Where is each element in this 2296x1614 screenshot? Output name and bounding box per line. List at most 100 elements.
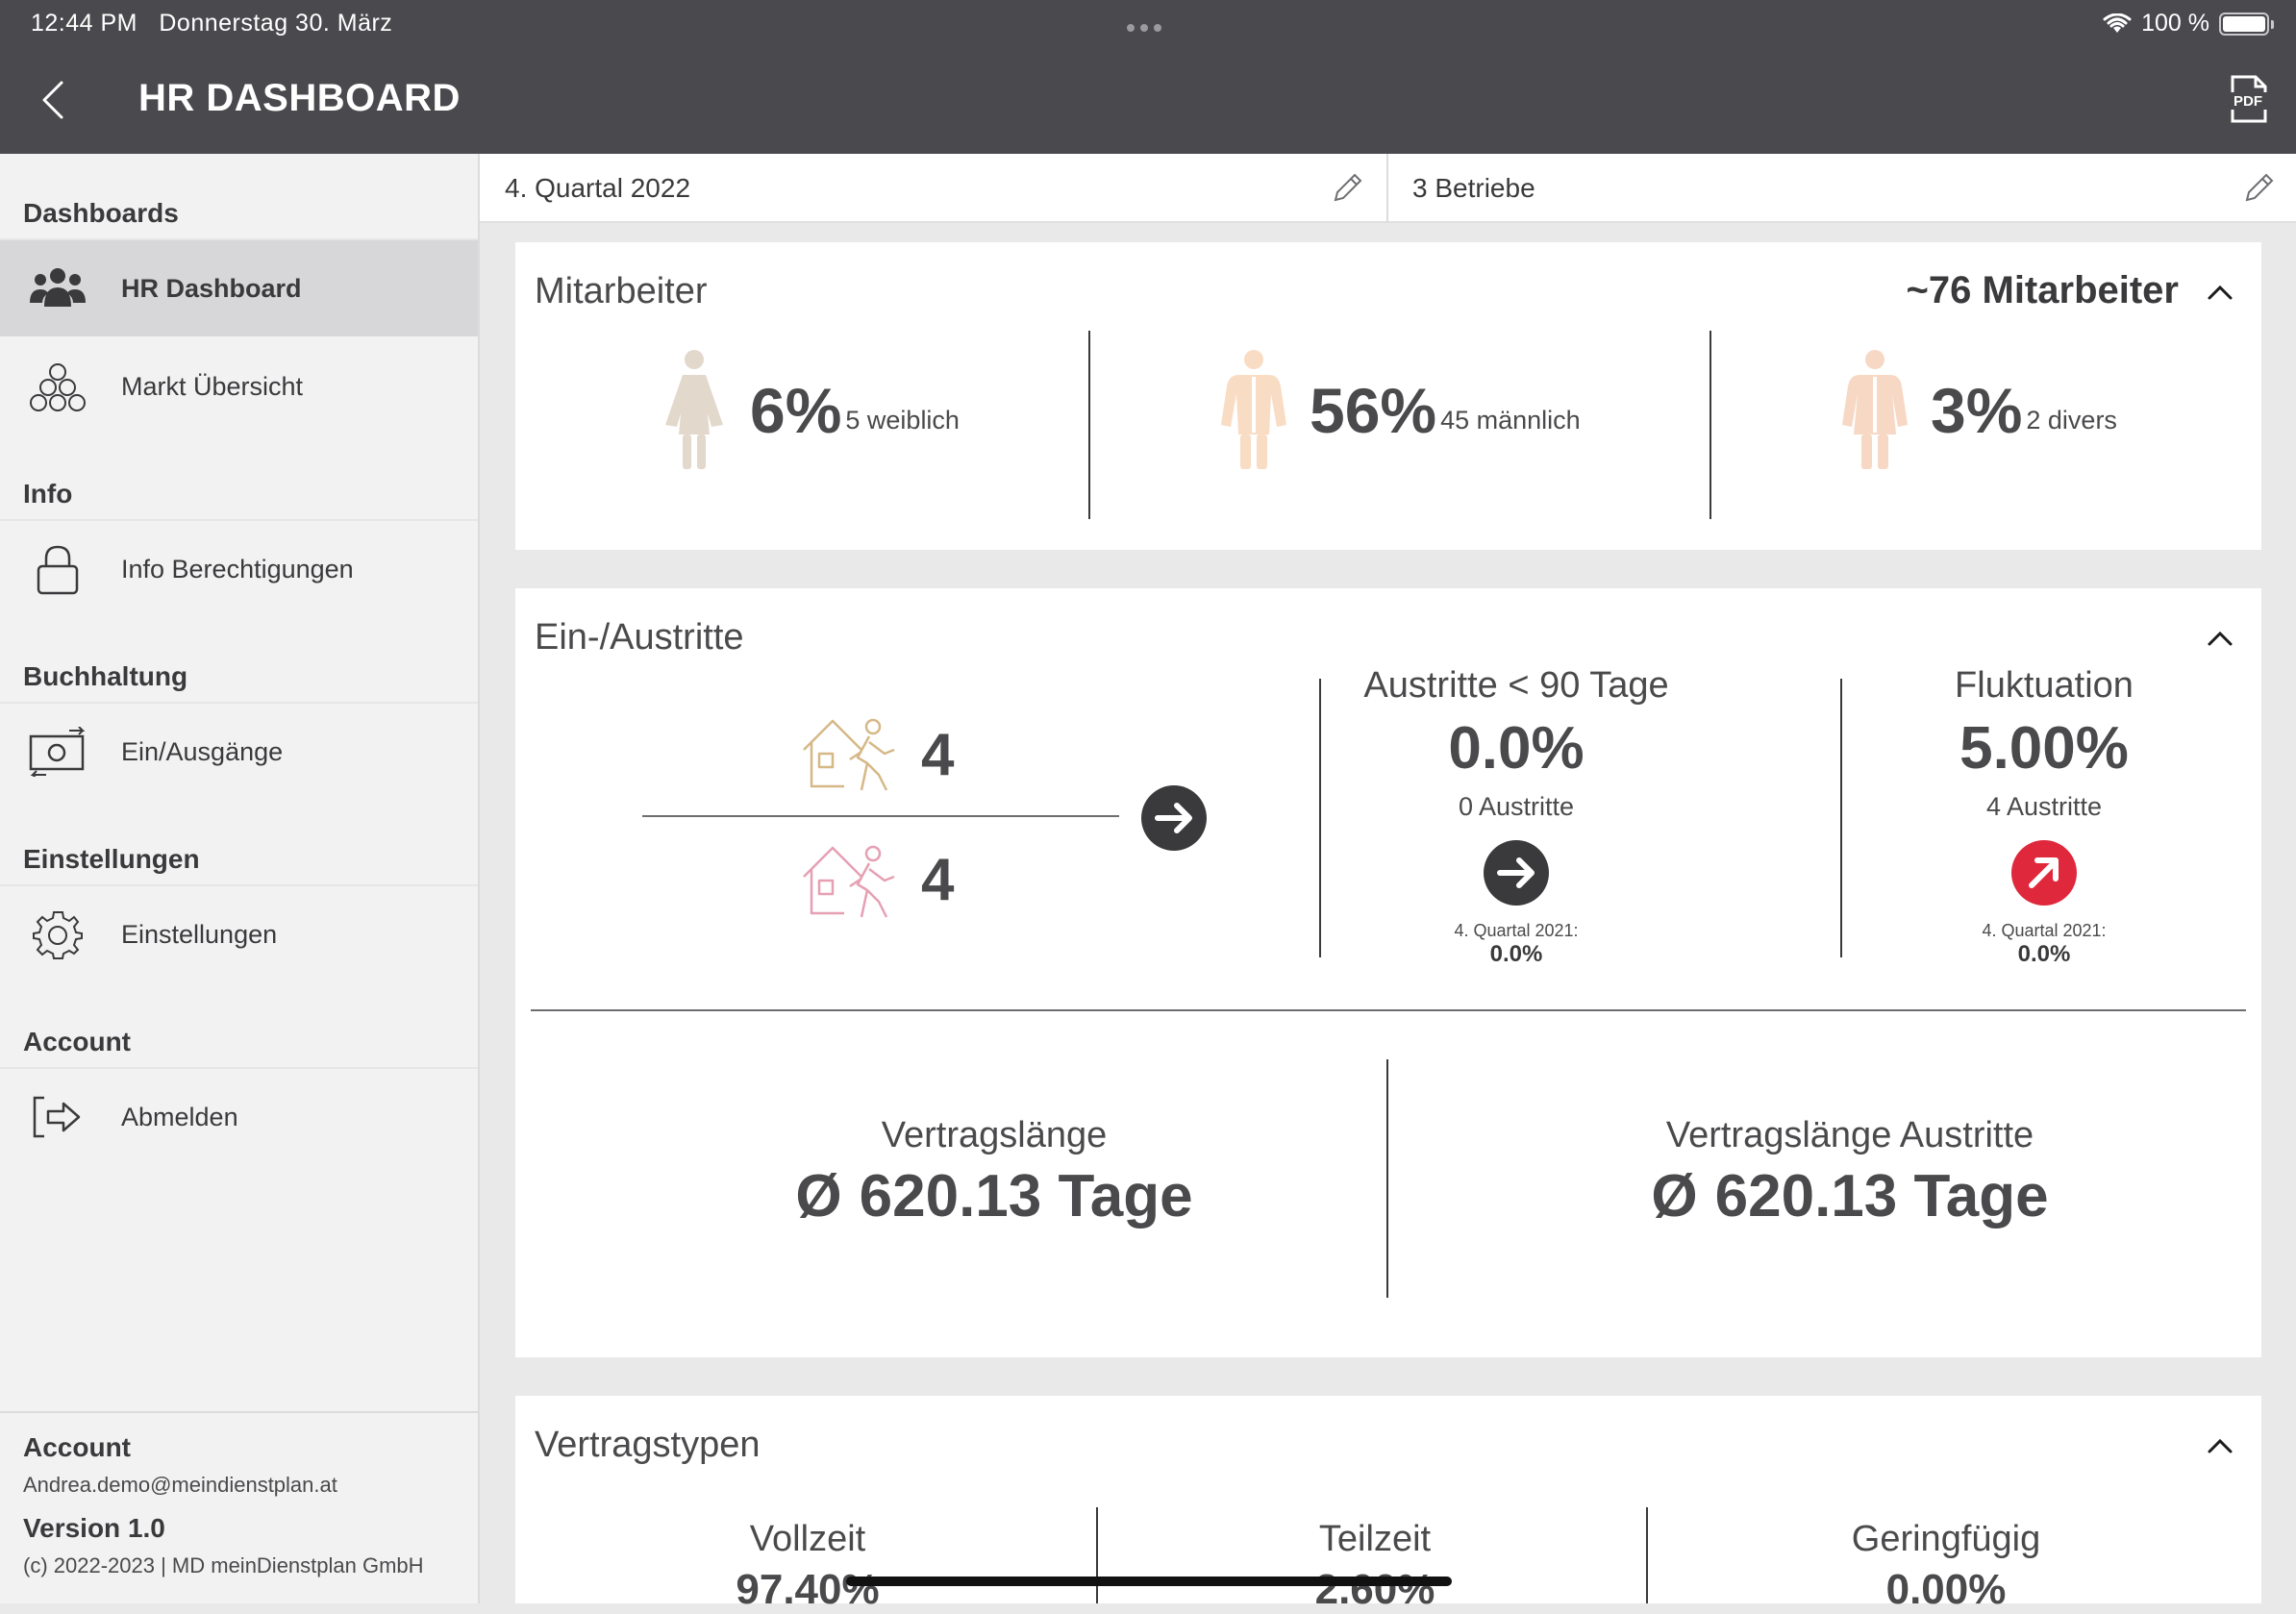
male-icon [1221, 350, 1286, 469]
fluktuation-sub: 4 Austritte [1985, 792, 2103, 821]
diverse-percentage: 3% [1931, 375, 2023, 446]
edit-period-pencil-icon[interactable] [1330, 171, 1364, 206]
average-symbol: Ø [1651, 1163, 1698, 1229]
diverse-icon [1842, 350, 1908, 469]
male-count: 45 männlich [1440, 405, 1581, 435]
entries-count: 4 [921, 722, 955, 788]
sidebar-item-label: Info Berechtigungen [121, 554, 354, 584]
austritte-90-label: Austritte < 90 Tage [1363, 665, 1669, 706]
average-symbol: Ø [795, 1163, 842, 1229]
sidebar-item-info-berechtigungen[interactable]: Info Berechtigungen [0, 521, 478, 617]
teilzeit-value: 2.60% [1314, 1566, 1435, 1613]
sidebar-item-abmelden[interactable]: Abmelden [0, 1069, 478, 1165]
multitasking-dots[interactable] [1127, 19, 1169, 32]
austritte-90-sub: 0 Austritte [1458, 792, 1575, 821]
arrow-up-right-circle-icon [2011, 840, 2077, 906]
vollzeit-label: Vollzeit [749, 1519, 866, 1559]
edit-companies-pencil-icon[interactable] [2241, 171, 2276, 206]
sidebar-footer: Account Andrea.demo@meindienstplan.at Ve… [0, 1411, 478, 1603]
arrow-right-circle-icon [1484, 840, 1549, 906]
people-icon [27, 258, 88, 319]
back-chevron-icon[interactable] [35, 77, 73, 123]
teilzeit-metric: Teilzeit 2.60% [1098, 1519, 1652, 1614]
filter-bar: 4. Quartal 2022 3 Betriebe [480, 154, 2296, 223]
vertragslaenge-austritte-value: 620.13 Tage [1714, 1163, 2049, 1229]
status-indicators: 100 % [2103, 10, 2274, 37]
svg-text:PDF: PDF [2234, 93, 2262, 110]
fluktuation-prev-value: 0.0% [2017, 941, 2071, 967]
mitarbeiter-total: ~76 Mitarbeiter [1906, 269, 2179, 311]
sidebar-section-buchhaltung: Buchhaltung [23, 661, 188, 691]
battery-icon [2219, 12, 2274, 36]
fluktuation-value: 5.00% [1959, 715, 2129, 782]
sidebar-section-account: Account [23, 1027, 131, 1056]
vollzeit-value: 97.40% [736, 1566, 880, 1613]
teilzeit-label: Teilzeit [1318, 1519, 1432, 1559]
wifi-icon [2103, 12, 2132, 33]
austritte-90-tage-metric: Austritte < 90 Tage 0.0% 0 Austritte 4. … [1338, 665, 1694, 968]
austritte-90-prev-label: 4. Quartal 2021: [1454, 921, 1579, 940]
collapse-chevron-icon[interactable] [2206, 1436, 2234, 1455]
diverse-count: 2 divers [2026, 405, 2117, 435]
gender-diverse: 3% 2 divers [1836, 338, 2117, 483]
sidebar-item-ein-ausgaenge[interactable]: Ein/Ausgänge [0, 704, 478, 800]
ein-austritte-title: Ein-/Austritte [535, 617, 744, 658]
footer-email: Andrea.demo@meindienstplan.at [23, 1473, 337, 1497]
footer-version: Version 1.0 [23, 1513, 165, 1543]
arrow-right-circle-icon[interactable] [1140, 784, 1208, 852]
austritte-90-value: 0.0% [1448, 715, 1585, 782]
ein-austritte-card: Ein-/Austritte 4 4 Austritte < 90 Tage 0… [515, 588, 2261, 1357]
female-count: 5 weiblich [845, 405, 960, 435]
home-indicator[interactable] [846, 1577, 1452, 1586]
vertragslaenge-metric: Vertragslänge Ø 620.13 Tage [573, 1115, 1415, 1230]
logout-icon [27, 1086, 88, 1148]
battery-percentage: 100 % [2141, 10, 2209, 37]
sidebar-item-hr-dashboard[interactable]: HR Dashboard [0, 240, 478, 336]
mitarbeiter-card: Mitarbeiter ~76 Mitarbeiter 6% 5 weiblic… [515, 242, 2261, 550]
sidebar-item-label: Ein/Ausgänge [121, 736, 284, 766]
fluktuation-label: Fluktuation [1955, 665, 2134, 706]
vollzeit-metric: Vollzeit 97.40% [515, 1519, 1100, 1614]
period-filter[interactable]: 4. Quartal 2022 [505, 154, 1370, 223]
geringfuegig-metric: Geringfügig 0.00% [1648, 1519, 2244, 1614]
vertragslaenge-value: 620.13 Tage [859, 1163, 1193, 1229]
sidebar: Dashboards HR Dashboard Markt Übersich [0, 154, 480, 1603]
entry-house-icon [803, 718, 895, 791]
sidebar-item-label: Einstellungen [121, 919, 278, 949]
market-icon [27, 356, 88, 417]
male-percentage: 56% [1310, 375, 1437, 446]
sidebar-item-label: Abmelden [121, 1102, 238, 1131]
gear-icon [27, 904, 88, 965]
companies-filter[interactable]: 3 Betriebe [1412, 154, 2259, 223]
page-title: HR DASHBOARD [138, 77, 461, 119]
vertragslaenge-austritte-metric: Vertragslänge Austritte Ø 620.13 Tage [1429, 1115, 2271, 1230]
companies-value: 3 Betriebe [1412, 173, 1535, 203]
sidebar-item-einstellungen[interactable]: Einstellungen [0, 886, 478, 982]
status-time: 12:44 PM Donnerstag 30. März [31, 10, 393, 37]
geringfuegig-label: Geringfügig [1851, 1519, 2041, 1559]
austritte-90-prev-value: 0.0% [1489, 941, 1543, 967]
footer-copyright: (c) 2022-2023 | MD meinDienstplan GmbH [23, 1553, 424, 1577]
vertragstypen-card: Vertragstypen Vollzeit 97.40% Teilzeit 2… [515, 1396, 2261, 1613]
fluktuation-metric: Fluktuation 5.00% 4 Austritte 4. Quartal… [1861, 665, 2227, 968]
period-value: 4. Quartal 2022 [505, 173, 691, 203]
vertragslaenge-label: Vertragslänge [881, 1115, 1108, 1155]
female-icon [665, 350, 723, 469]
vertragstypen-title: Vertragstypen [535, 1425, 761, 1465]
footer-account-title: Account [23, 1432, 131, 1462]
sidebar-item-label: Markt Übersicht [121, 371, 304, 401]
sidebar-section-dashboards: Dashboards [23, 198, 179, 228]
collapse-chevron-icon[interactable] [2206, 629, 2234, 648]
money-transfer-icon [27, 721, 88, 782]
sidebar-section-einstellungen: Einstellungen [23, 844, 200, 874]
vertragslaenge-austritte-label: Vertragslänge Austritte [1665, 1115, 2034, 1155]
gender-male: 56% 45 männlich [1215, 338, 1581, 483]
geringfuegig-value: 0.00% [1885, 1566, 2007, 1613]
mitarbeiter-title: Mitarbeiter [535, 271, 708, 311]
sidebar-item-label: HR Dashboard [121, 273, 302, 303]
sidebar-item-markt-uebersicht[interactable]: Markt Übersicht [0, 338, 478, 435]
app-header: 12:44 PM Donnerstag 30. März 100 % HR DA… [0, 0, 2296, 154]
pdf-export-icon[interactable]: PDF [2227, 73, 2269, 125]
sidebar-section-info: Info [23, 479, 73, 509]
collapse-chevron-icon[interactable] [2206, 283, 2234, 302]
